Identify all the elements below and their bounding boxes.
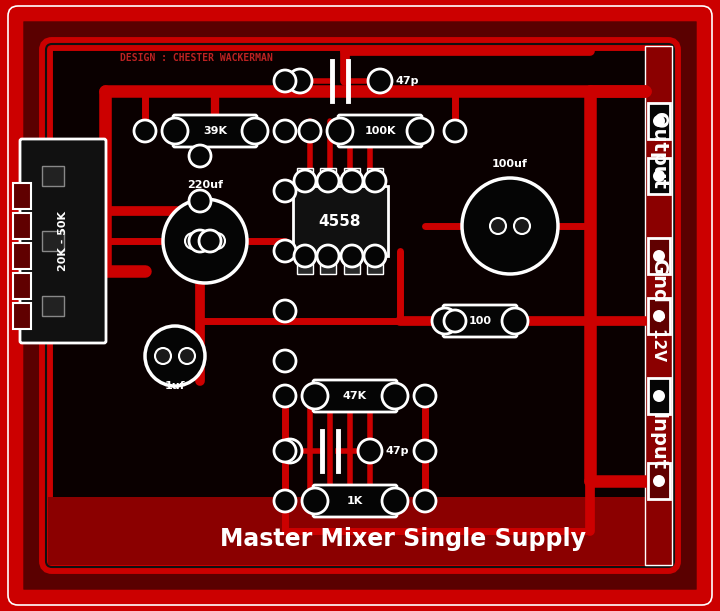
Text: 1K: 1K: [347, 496, 363, 506]
FancyBboxPatch shape: [42, 40, 678, 571]
Circle shape: [278, 439, 302, 463]
Circle shape: [274, 180, 296, 202]
Circle shape: [145, 326, 205, 386]
Text: + 12V: + 12V: [650, 310, 665, 362]
FancyBboxPatch shape: [173, 115, 257, 147]
Bar: [648, 298, 670, 334]
Text: 39K: 39K: [203, 126, 227, 136]
Circle shape: [209, 233, 225, 249]
Circle shape: [274, 120, 296, 142]
Circle shape: [432, 308, 458, 334]
Circle shape: [274, 490, 296, 512]
Circle shape: [294, 245, 316, 267]
Circle shape: [288, 69, 312, 93]
Text: 4558: 4558: [319, 213, 361, 229]
Circle shape: [134, 120, 156, 142]
Bar: [367, 168, 383, 188]
Bar: [648, 103, 670, 139]
Bar: [648, 463, 670, 499]
Circle shape: [414, 385, 436, 407]
Circle shape: [274, 300, 296, 322]
Text: 100K: 100K: [364, 126, 396, 136]
Circle shape: [382, 488, 408, 514]
Circle shape: [462, 178, 558, 274]
Circle shape: [189, 145, 211, 167]
Text: 47p: 47p: [385, 446, 408, 456]
Text: 20K - 50K: 20K - 50K: [58, 211, 68, 271]
Circle shape: [364, 245, 386, 267]
FancyBboxPatch shape: [443, 305, 517, 337]
Bar: [648, 158, 670, 194]
Text: 47K: 47K: [343, 391, 367, 401]
Bar: [13, 273, 31, 299]
Circle shape: [162, 118, 188, 144]
Text: 47p: 47p: [395, 76, 418, 86]
Circle shape: [274, 70, 296, 92]
Circle shape: [163, 199, 247, 283]
Bar: [344, 168, 360, 188]
Text: 100uf: 100uf: [492, 159, 528, 169]
FancyBboxPatch shape: [313, 380, 397, 412]
Circle shape: [274, 440, 296, 462]
Text: 220uf: 220uf: [187, 180, 223, 190]
Circle shape: [444, 120, 466, 142]
Circle shape: [294, 170, 316, 192]
Circle shape: [414, 490, 436, 512]
Text: Output: Output: [649, 112, 667, 189]
Circle shape: [274, 350, 296, 372]
Bar: [297, 254, 313, 274]
Circle shape: [414, 440, 436, 462]
Circle shape: [302, 488, 328, 514]
FancyBboxPatch shape: [313, 485, 397, 517]
Circle shape: [653, 390, 665, 402]
Bar: [13, 213, 31, 239]
Bar: [344, 254, 360, 274]
Text: Master Mixer Single Supply: Master Mixer Single Supply: [220, 527, 586, 551]
Bar: [42, 231, 64, 251]
Circle shape: [274, 385, 296, 407]
Circle shape: [155, 348, 171, 364]
Circle shape: [368, 69, 392, 93]
Circle shape: [653, 115, 665, 127]
Text: 100: 100: [469, 316, 492, 326]
Bar: [648, 378, 670, 414]
Text: DESIGN : CHESTER WACKERMAN: DESIGN : CHESTER WACKERMAN: [120, 53, 273, 63]
Circle shape: [653, 310, 665, 322]
Circle shape: [444, 310, 466, 332]
Circle shape: [514, 218, 530, 234]
Bar: [292, 186, 387, 256]
Circle shape: [189, 190, 211, 212]
Circle shape: [299, 120, 321, 142]
Circle shape: [341, 170, 363, 192]
Bar: [42, 296, 64, 316]
Bar: [13, 303, 31, 329]
Bar: [13, 183, 31, 209]
Circle shape: [199, 230, 221, 252]
Circle shape: [274, 240, 296, 262]
Circle shape: [407, 118, 433, 144]
Circle shape: [382, 383, 408, 409]
Text: Gnd: Gnd: [649, 259, 667, 303]
Bar: [297, 168, 313, 188]
Circle shape: [185, 233, 201, 249]
Circle shape: [490, 218, 506, 234]
Bar: [648, 238, 670, 274]
Circle shape: [302, 383, 328, 409]
Bar: [320, 254, 336, 274]
Circle shape: [242, 118, 268, 144]
Bar: [645, 46, 672, 565]
FancyBboxPatch shape: [338, 115, 422, 147]
Circle shape: [653, 250, 665, 262]
Circle shape: [653, 475, 665, 487]
Circle shape: [341, 245, 363, 267]
Circle shape: [653, 170, 665, 182]
Bar: [320, 168, 336, 188]
Circle shape: [317, 245, 339, 267]
Circle shape: [502, 308, 528, 334]
Bar: [13, 243, 31, 269]
Bar: [367, 254, 383, 274]
Bar: [645, 46, 672, 565]
Bar: [42, 166, 64, 186]
Circle shape: [358, 439, 382, 463]
